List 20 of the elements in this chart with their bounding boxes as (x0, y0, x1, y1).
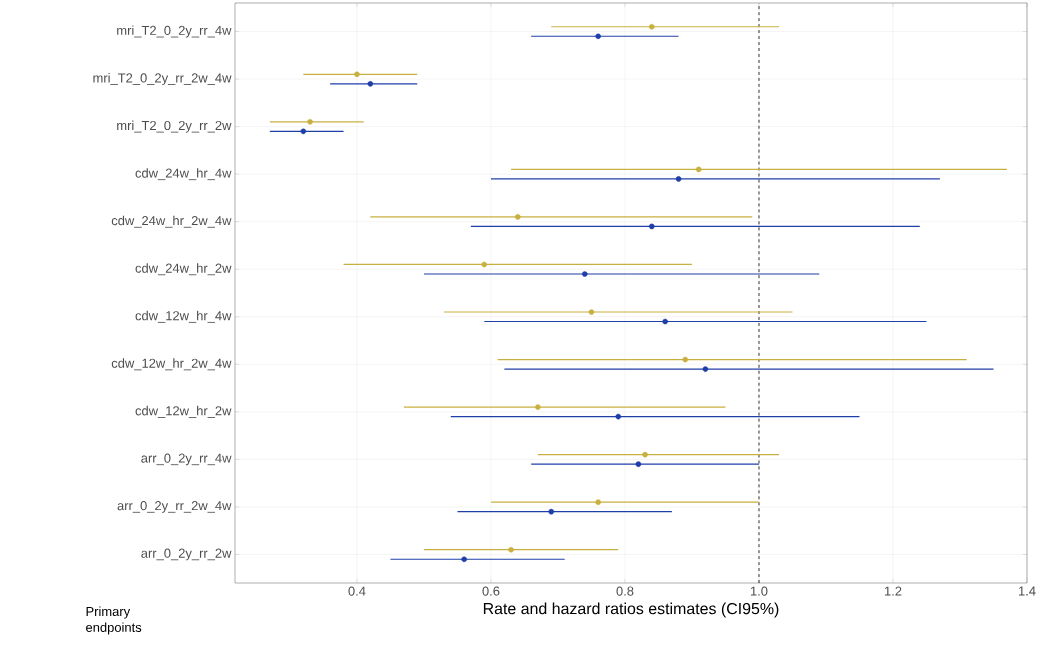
y-tick-label: mri_T2_0_2y_rr_2w (117, 120, 232, 133)
y-tick-label: arr_0_2y_rr_2w_4w (117, 501, 232, 513)
text: Primary endpoints (86, 606, 142, 635)
y-tick-label: mri_T2_0_2y_rr_4w (117, 25, 232, 38)
y-tick-label: cdw_12w_hr_4w (135, 310, 232, 323)
y-tick-label: cdw_24w_hr_4w (135, 168, 232, 181)
x-tick-label: 1.0 (750, 586, 768, 596)
y-tick-label: cdw_24w_hr_2w (135, 263, 232, 276)
x-tick-label: 1.2 (884, 586, 902, 596)
x-axis-title: Rate and hazard ratios estimates (CI95%) (483, 602, 779, 618)
y-tick-label: cdw_12w_hr_2w (135, 405, 232, 418)
y-tick-label: cdw_24w_hr_2w_4w (111, 215, 232, 228)
x-tick-label: 1.4 (1018, 586, 1036, 596)
y-tick-label: arr_0_2y_rr_4w (141, 453, 232, 466)
x-tick-label: 0.8 (616, 586, 634, 596)
x-tick-label: 0.6 (482, 586, 500, 596)
y-tick-label: arr_0_2y_rr_2w (141, 548, 232, 561)
x-tick-label: 0.4 (348, 586, 366, 596)
y-tick-label: cdw_12w_hr_2w_4w (111, 358, 232, 371)
y-tick-label: mri_T2_0_2y_rr_2w_4w (93, 73, 232, 86)
